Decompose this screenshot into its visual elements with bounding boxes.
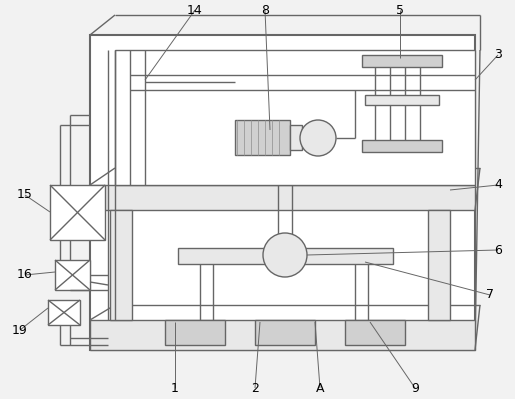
Text: 6: 6 xyxy=(494,243,502,257)
Bar xyxy=(55,260,90,290)
Bar xyxy=(362,140,442,152)
Bar xyxy=(48,300,80,325)
Bar xyxy=(110,210,132,320)
Text: 4: 4 xyxy=(494,178,502,192)
Bar xyxy=(428,210,450,320)
Bar xyxy=(362,55,442,67)
Text: 5: 5 xyxy=(396,4,404,16)
Text: 9: 9 xyxy=(411,381,419,395)
Bar xyxy=(255,320,315,345)
Bar xyxy=(365,95,439,105)
Circle shape xyxy=(263,233,307,277)
Bar xyxy=(115,50,475,185)
Bar xyxy=(90,35,475,350)
Text: 1: 1 xyxy=(171,381,179,395)
Text: 3: 3 xyxy=(494,49,502,61)
Bar xyxy=(235,120,290,155)
Bar xyxy=(345,320,405,345)
Text: 8: 8 xyxy=(261,4,269,16)
Bar xyxy=(178,248,393,264)
Text: A: A xyxy=(316,381,324,395)
Text: 7: 7 xyxy=(486,288,494,302)
Bar xyxy=(50,185,105,240)
Text: 16: 16 xyxy=(17,269,33,282)
Text: 14: 14 xyxy=(187,4,203,16)
Circle shape xyxy=(300,120,336,156)
Bar xyxy=(90,320,475,350)
Text: 2: 2 xyxy=(251,381,259,395)
Text: 19: 19 xyxy=(12,324,28,336)
Text: 15: 15 xyxy=(17,188,33,201)
Bar xyxy=(290,125,302,150)
Bar xyxy=(90,185,475,210)
Bar xyxy=(165,320,225,345)
